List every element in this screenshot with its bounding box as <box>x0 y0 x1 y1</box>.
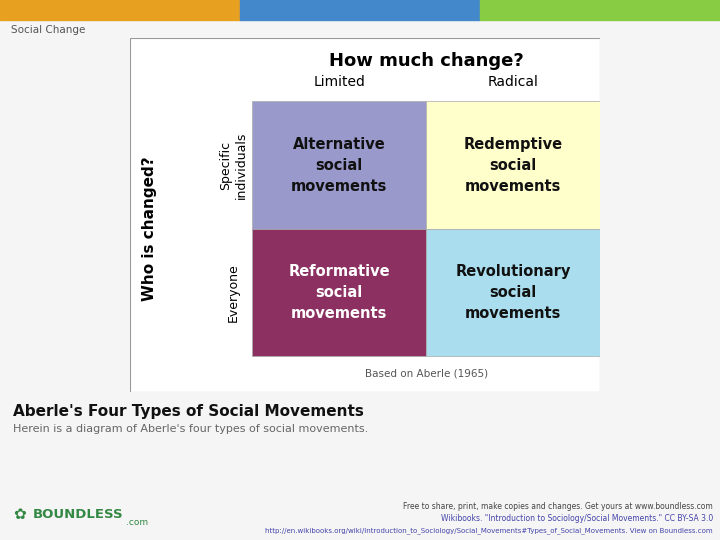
Text: Free to share, print, make copies and changes. Get yours at www.boundless.com: Free to share, print, make copies and ch… <box>403 502 713 511</box>
Text: Wikibooks. "Introduction to Sociology/Social Movements." CC BY-SA 3.0: Wikibooks. "Introduction to Sociology/So… <box>441 515 713 523</box>
Bar <box>480 0 720 20</box>
Text: http://en.wikibooks.org/wiki/Introduction_to_Sociology/Social_Movements#Types_of: http://en.wikibooks.org/wiki/Introductio… <box>265 528 713 535</box>
Text: Based on Aberle (1965): Based on Aberle (1965) <box>364 369 487 379</box>
Bar <box>253 102 426 229</box>
Text: Specific
individuals: Specific individuals <box>220 131 248 199</box>
Text: Aberle's Four Types of Social Movements: Aberle's Four Types of Social Movements <box>13 404 364 419</box>
Text: Redemptive
social
movements: Redemptive social movements <box>464 137 562 194</box>
Text: Everyone: Everyone <box>227 263 240 322</box>
Bar <box>426 102 600 229</box>
Text: Revolutionary
social
movements: Revolutionary social movements <box>455 264 571 321</box>
Text: Who is changed?: Who is changed? <box>142 157 156 301</box>
Bar <box>253 229 426 356</box>
Bar <box>0 0 240 20</box>
Bar <box>426 229 600 356</box>
Text: Social Change: Social Change <box>11 25 85 35</box>
Text: Radical: Radical <box>487 75 539 89</box>
Text: BOUNDLESS: BOUNDLESS <box>32 508 123 522</box>
Text: Herein is a diagram of Aberle's four types of social movements.: Herein is a diagram of Aberle's four typ… <box>13 424 368 434</box>
Text: ✿: ✿ <box>13 508 26 522</box>
Bar <box>240 0 480 20</box>
Text: How much change?: How much change? <box>329 52 523 70</box>
Text: Reformative
social
movements: Reformative social movements <box>289 264 390 321</box>
Text: .com: .com <box>126 518 148 528</box>
Text: Alternative
social
movements: Alternative social movements <box>291 137 387 194</box>
Text: Limited: Limited <box>313 75 365 89</box>
